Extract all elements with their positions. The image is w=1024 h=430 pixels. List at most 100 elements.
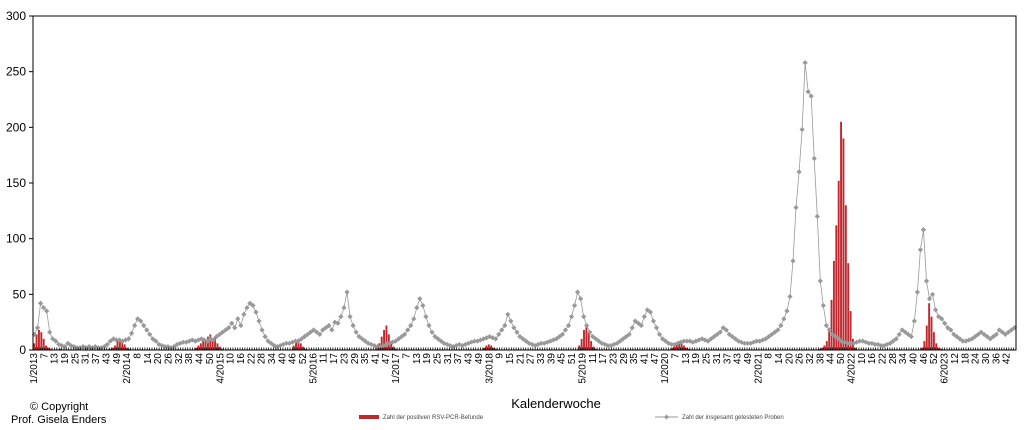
line-point	[896, 331, 902, 338]
y-tick-label: 0	[19, 343, 26, 357]
line-point	[772, 329, 778, 335]
line-point	[229, 320, 235, 326]
x-tick-label: 44	[826, 353, 837, 365]
line-point	[735, 338, 741, 344]
line-point	[471, 338, 478, 344]
data-bar	[221, 348, 224, 350]
line-point	[620, 336, 626, 342]
line-point	[377, 344, 383, 350]
line-point	[44, 308, 50, 314]
line-point	[162, 344, 168, 350]
line-point	[141, 322, 147, 329]
data-bar	[592, 346, 595, 350]
line-point	[238, 322, 244, 329]
line-point	[778, 322, 784, 329]
x-tick-label: 23	[339, 353, 350, 365]
x-tick-label: 26	[795, 353, 806, 365]
x-tick-label: 46	[288, 353, 299, 365]
line-point	[753, 338, 760, 344]
x-tick-label: 37	[722, 353, 733, 365]
line-point	[890, 338, 896, 344]
x-tick-label: 35	[629, 353, 640, 365]
data-bar	[204, 341, 207, 350]
line-point	[41, 305, 47, 311]
data-bar	[854, 347, 857, 350]
line-point	[741, 340, 748, 346]
legend: Zahl der positiven RSV-PCR-Befunde Zahl …	[359, 414, 784, 421]
line-point	[675, 340, 681, 346]
line-point	[914, 289, 920, 295]
line-point	[860, 338, 866, 344]
line-point	[362, 338, 368, 344]
x-tick-label: 3/2018	[484, 353, 495, 384]
line-point	[644, 307, 650, 313]
line-point	[729, 334, 735, 340]
data-bar	[930, 316, 933, 350]
line-point	[262, 334, 268, 340]
line-point	[629, 325, 635, 331]
x-tick-label: 20	[153, 353, 164, 365]
line-point	[226, 325, 232, 331]
line-point	[957, 336, 963, 342]
line-point	[138, 318, 144, 324]
line-point	[335, 320, 341, 326]
data-bar	[209, 334, 212, 350]
data-bar	[35, 334, 38, 350]
line-point	[926, 296, 933, 302]
data-bar	[823, 345, 826, 350]
line-point	[966, 337, 972, 343]
line-point	[92, 344, 98, 350]
line-point	[732, 336, 738, 342]
data-bar	[128, 348, 131, 350]
x-tick-label: 11	[319, 353, 330, 364]
line-point	[493, 336, 499, 342]
line-point	[948, 327, 954, 333]
x-tick-label: 38	[184, 353, 195, 365]
x-tick-label: 52	[298, 353, 309, 365]
line-point	[790, 258, 796, 264]
x-tick-label: 34	[267, 353, 278, 365]
x-tick-label: 44	[195, 353, 206, 365]
data-bar	[197, 345, 200, 350]
data-bar	[45, 345, 48, 350]
line-point	[559, 331, 566, 338]
data-bar	[830, 299, 833, 350]
data-bar	[680, 343, 683, 350]
line-point	[705, 338, 711, 344]
x-tick-label: 28	[888, 353, 899, 365]
line-point	[917, 247, 924, 253]
line-point	[1002, 331, 1008, 338]
x-tick-label: 31	[443, 353, 454, 365]
x-tick-label: 40	[909, 353, 920, 365]
y-tick-label: 150	[6, 176, 26, 190]
data-bar	[828, 327, 831, 350]
line-point	[68, 342, 74, 349]
line-point	[129, 330, 135, 336]
x-tick-label: 28	[257, 353, 268, 365]
line-point	[784, 308, 790, 314]
line-point	[808, 93, 814, 99]
line-point	[156, 341, 162, 348]
legend-line-marker	[664, 414, 669, 420]
line-point	[244, 305, 250, 311]
line-point	[301, 334, 308, 340]
line-point	[562, 327, 569, 333]
data-bar	[825, 341, 828, 350]
line-point	[395, 336, 402, 342]
data-bar	[487, 344, 490, 350]
data-bar	[835, 225, 838, 350]
line-point	[568, 314, 575, 320]
line-point	[195, 337, 201, 343]
line-point	[77, 345, 83, 351]
data-bar	[594, 348, 597, 350]
line-point	[641, 314, 647, 320]
line-point	[787, 293, 793, 300]
line-point	[942, 320, 948, 326]
line-point	[939, 316, 945, 322]
data-bar	[211, 338, 214, 350]
line-point	[125, 336, 132, 342]
line-point	[535, 341, 541, 348]
x-tick-label: 49	[474, 353, 485, 365]
line-point	[116, 337, 123, 343]
